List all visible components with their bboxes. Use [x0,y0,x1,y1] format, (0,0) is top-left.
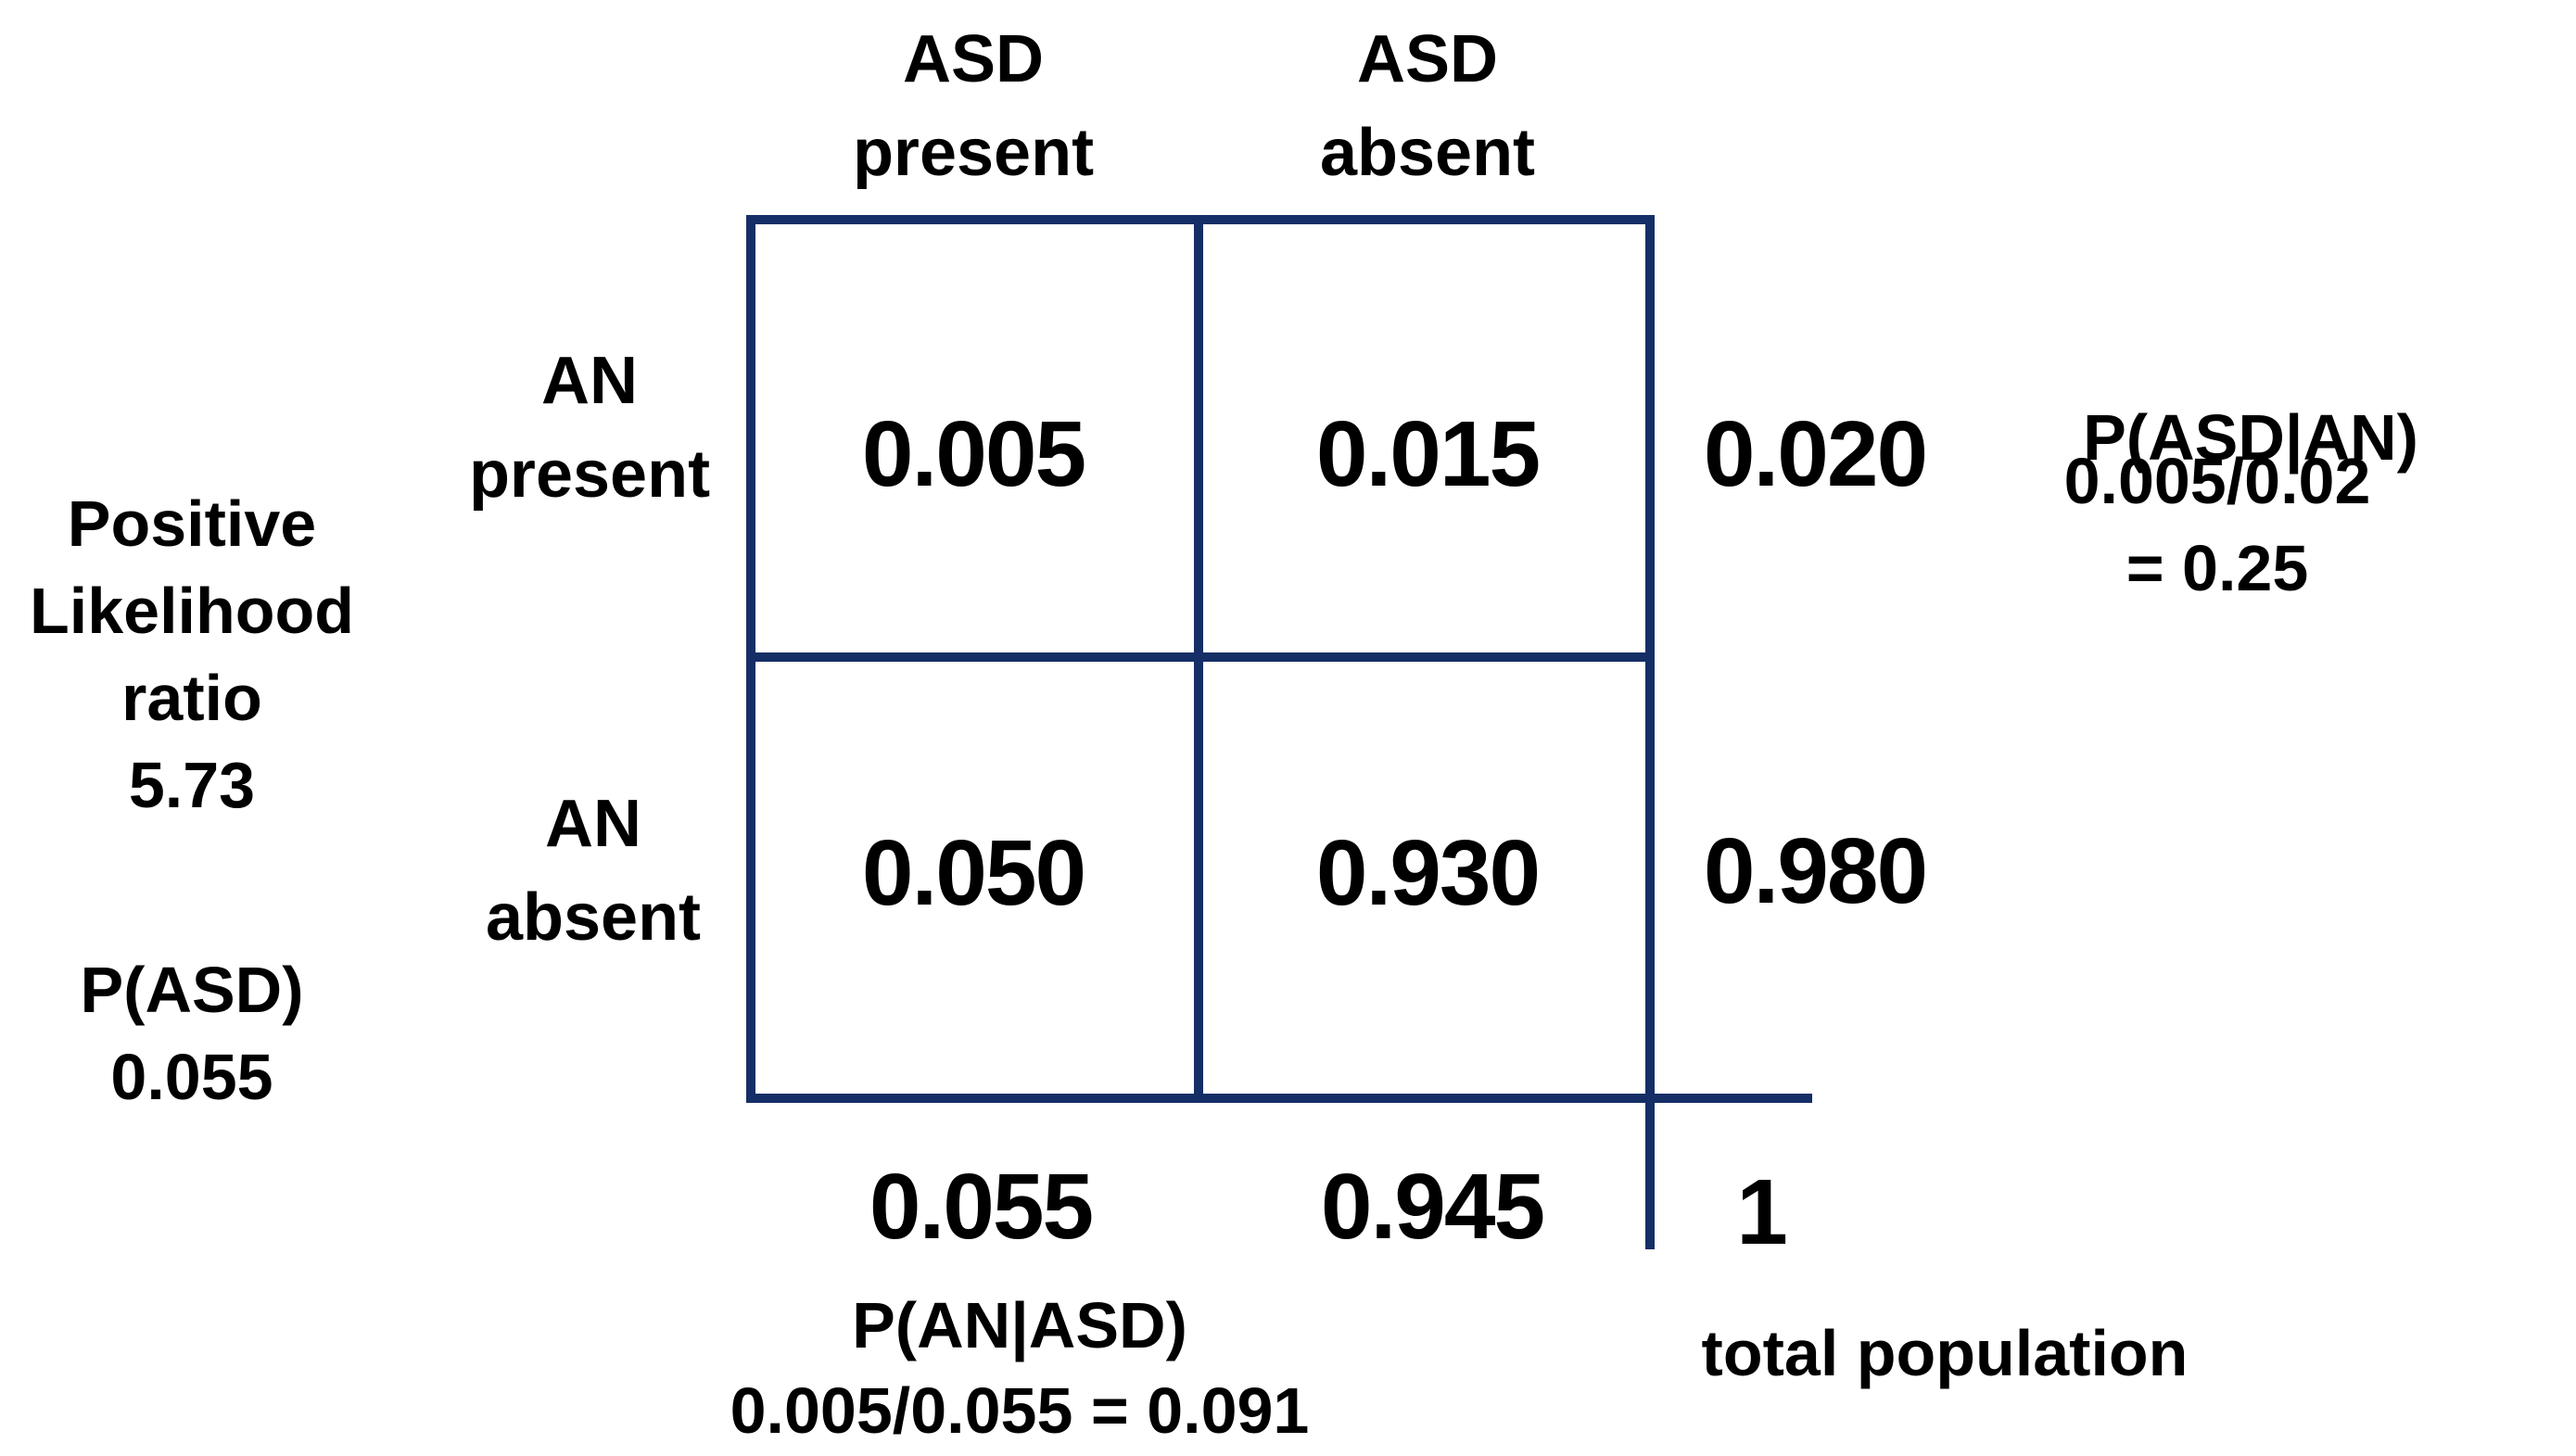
column-header-asd-present: ASD present [852,22,1095,190]
p-asd-annotation: P(ASD) 0.055 [80,954,304,1113]
grand-total: 1 [1736,1160,1788,1264]
positive-likelihood-ratio-annotation: Positive Likelihood ratio 5.73 [30,487,354,821]
column-total-asd-present: 0.055 [869,1155,1094,1259]
column-total-asd-absent: 0.945 [1320,1155,1545,1259]
row-total-an-absent: 0.980 [1703,819,1928,923]
p-asd-given-an-label: P(ASD|AN) [2083,401,2418,474]
row-header-an-present: AN present [468,344,711,512]
p-an-given-asd-calc: 0.005/0.055 = 0.091 [730,1374,1310,1447]
row-divider [746,652,1655,662]
p-asd-given-an-calc: 0.005/0.02 = 0.25 [2063,445,2371,604]
row-header-an-absent: AN absent [485,787,702,955]
table-border-bottom-extended [746,1094,1812,1103]
cell-an-present-asd-absent: 0.015 [1315,402,1541,506]
cell-an-absent-asd-absent: 0.930 [1315,821,1541,925]
p-an-given-asd-label: P(AN|ASD) [852,1289,1187,1361]
column-header-asd-absent: ASD absent [1319,22,1536,190]
row-total-an-present: 0.020 [1703,402,1928,506]
total-population-label: total population [1701,1317,2189,1389]
table-border-right-extended [1645,215,1655,1249]
cell-an-absent-asd-present: 0.050 [861,821,1086,925]
cell-an-present-asd-present: 0.005 [861,402,1086,506]
